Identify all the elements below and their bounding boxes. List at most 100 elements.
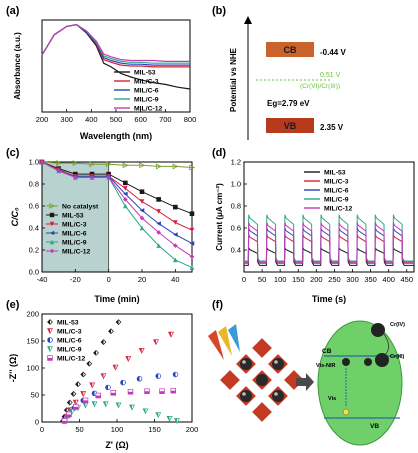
data-point-mil-c-3 [189, 227, 195, 233]
panel-b-ylabel: Potential vs NHE [229, 47, 238, 112]
panel-e-ytick-label: 200 [26, 310, 39, 319]
panel-d-ytick-label: 0.8 [231, 202, 241, 211]
panel-c-ytick-label: 0.2 [29, 246, 39, 255]
panel-d-label: (d) [212, 147, 226, 159]
legend-marker-mil-c-12 [49, 248, 55, 254]
panel-c-xtick-label: 40 [171, 275, 179, 284]
data-point-no-catalyst [89, 161, 96, 168]
legend-label-mil-c-12: MIL/C-12 [62, 249, 91, 256]
carbon-dot-icon [272, 358, 284, 370]
data-point-mil-c-9-fill [129, 405, 132, 410]
data-point-no-catalyst [139, 162, 146, 169]
legend-label-mil-53: MIL-53 [62, 213, 84, 220]
panel-a-legend: MIL-53 MIL/C-3 MIL/C-6 MIL/C-9 MIL/C-12 [114, 70, 163, 113]
data-point-mil-53-fill [86, 361, 90, 367]
data-point-mil-53-fill [64, 407, 67, 413]
legend-marker-mil-c-6 [49, 230, 55, 236]
data-point-mil-53-fill [67, 400, 70, 405]
panel-a-xticks: 200 300 400 500 600 700 800 [36, 109, 196, 124]
data-point-mil-c-6-fill [137, 376, 140, 382]
panel-d-ytick-label: 0.4 [231, 246, 241, 255]
panel-e-label: (e) [6, 299, 20, 311]
f-cb-label: CB [322, 348, 332, 355]
data-point-mil-c-12-fill [170, 390, 176, 394]
data-point-mil-c-12-fill [66, 414, 72, 417]
series-line-mil-c-12 [41, 161, 193, 258]
legend-marker-mil-c-6-fill [47, 337, 50, 343]
series-line-mil-53 [41, 161, 193, 215]
panel-d-xlabel: Time (s) [312, 294, 346, 304]
f-cr6-label: Cr(IV) [390, 322, 405, 328]
legend-label-mil-c-3: MIL/C-3 [324, 179, 349, 186]
panel-c-ticks: -40 -20 0 20 40 0.0 0.2 0.4 0.6 0.8 1.0 [29, 158, 180, 285]
data-point-no-catalyst [155, 163, 162, 170]
panel-a-ylabel: Absorbance (a.u.) [13, 32, 22, 100]
data-point-mil-c-6 [156, 221, 161, 226]
panel-d-xtick-label: 0 [242, 275, 246, 284]
series-line-mil-c-9 [244, 214, 414, 262]
panel-e-xtick-label: 150 [148, 425, 161, 434]
panel-c-ytick-label: 0.0 [29, 268, 39, 277]
cr-iii-ion-icon [375, 353, 389, 367]
legend-label-no-catalyst: No catalyst [62, 204, 99, 211]
data-point-mil-c-9 [189, 265, 195, 270]
panel-c-label: (c) [6, 147, 20, 159]
redox-value: 0.51 V [320, 72, 341, 79]
data-point-no-catalyst [122, 162, 129, 169]
band-gap-label: Eg=2.79 eV [267, 99, 310, 108]
data-point-mil-c-12-fill [95, 395, 101, 398]
reduction-arrow-icon [383, 333, 389, 355]
panel-e-ytick-label: 150 [26, 337, 39, 346]
series-line-no-catalyst [41, 161, 193, 168]
data-point-mil-c-12-fill [128, 391, 133, 395]
panel-d-axes-frame [243, 161, 415, 273]
data-point-mil-c-12 [189, 254, 195, 259]
panel-d-xtick-label: 50 [258, 275, 266, 284]
panel-e-ylabel: -Z'' (Ω) [8, 354, 18, 383]
legend-label-mil-c-12: MIL/C-12 [134, 106, 163, 113]
data-point-mil-c-12-fill [144, 391, 150, 394]
data-point-mil-c-6 [189, 241, 195, 246]
panel-e-xlabel: Z' (Ω) [105, 440, 128, 450]
panel-d-xtick-label: 400 [382, 275, 395, 284]
data-point-mil-53-fill [80, 372, 84, 377]
legend-marker-mil-c-9-fill [47, 346, 50, 352]
data-point-mil-c-3-fill [168, 332, 171, 337]
legend-label-mil-c-9: MIL/C-9 [134, 97, 159, 104]
data-point-mil-c-12-fill [83, 400, 88, 403]
mof-framework-icon [220, 338, 304, 422]
data-point-no-catalyst [105, 161, 112, 168]
data-point-mil-53-fill [62, 414, 65, 419]
data-point-mil-c-3-fill [101, 373, 104, 379]
data-point-mil-c-3 [139, 199, 145, 204]
panel-e-ytick-label: 100 [26, 364, 39, 373]
panel-c-ytick-label: 0.4 [29, 224, 39, 233]
f-cr3-label: Cr(III) [390, 354, 405, 360]
redox-couple: (Cr(VI)/Cr(III)) [300, 83, 340, 90]
panel-d-ytick-label: 0.6 [231, 224, 241, 233]
catalyst-particle [317, 320, 403, 446]
data-point-mil-c-3-fill [80, 391, 84, 397]
legend-marker-mil-c-3-fill [47, 328, 50, 334]
panel-a-axes-frame [41, 19, 191, 113]
data-point-mil-c-6 [123, 191, 128, 197]
legend-marker-mil-c-9 [49, 239, 55, 245]
data-point-no-catalyst [172, 163, 179, 170]
panel-d-ticks: 0 50 100 150 200 250 300 350 400 450 0.4 0.6 0.8 1.0 1… [231, 158, 413, 285]
data-point-mil-53-fill [93, 350, 96, 356]
carbon-dot-icon [256, 374, 268, 386]
data-point-mil-c-3-fill [68, 407, 71, 413]
panel-d: (d) Current (μA cm⁻²) Time (s) 0 50 100 150… [212, 147, 415, 304]
data-point-mil-c-9-fill [167, 416, 170, 422]
carbon-dot-icon [272, 390, 284, 402]
panel-d-xtick-label: 350 [364, 275, 377, 284]
panel-c-ylabel: C/C₀ [10, 207, 20, 226]
panel-e: (e) -Z'' (Ω) Z' (Ω) 0 50 100 150 200 0 50 100 15… [6, 299, 198, 450]
data-point-mil-c-12 [123, 197, 128, 202]
panel-f: (f) CB VB Vis-NIR Vis Cr(IV) Cr(III) [208, 299, 405, 446]
data-point-mil-53-fill [108, 328, 111, 334]
legend-label-mil-c-9: MIL/C-9 [57, 347, 82, 354]
light-rays-icon [208, 324, 240, 360]
data-point-no-catalyst [55, 160, 62, 167]
data-point-mil-53 [189, 211, 195, 216]
